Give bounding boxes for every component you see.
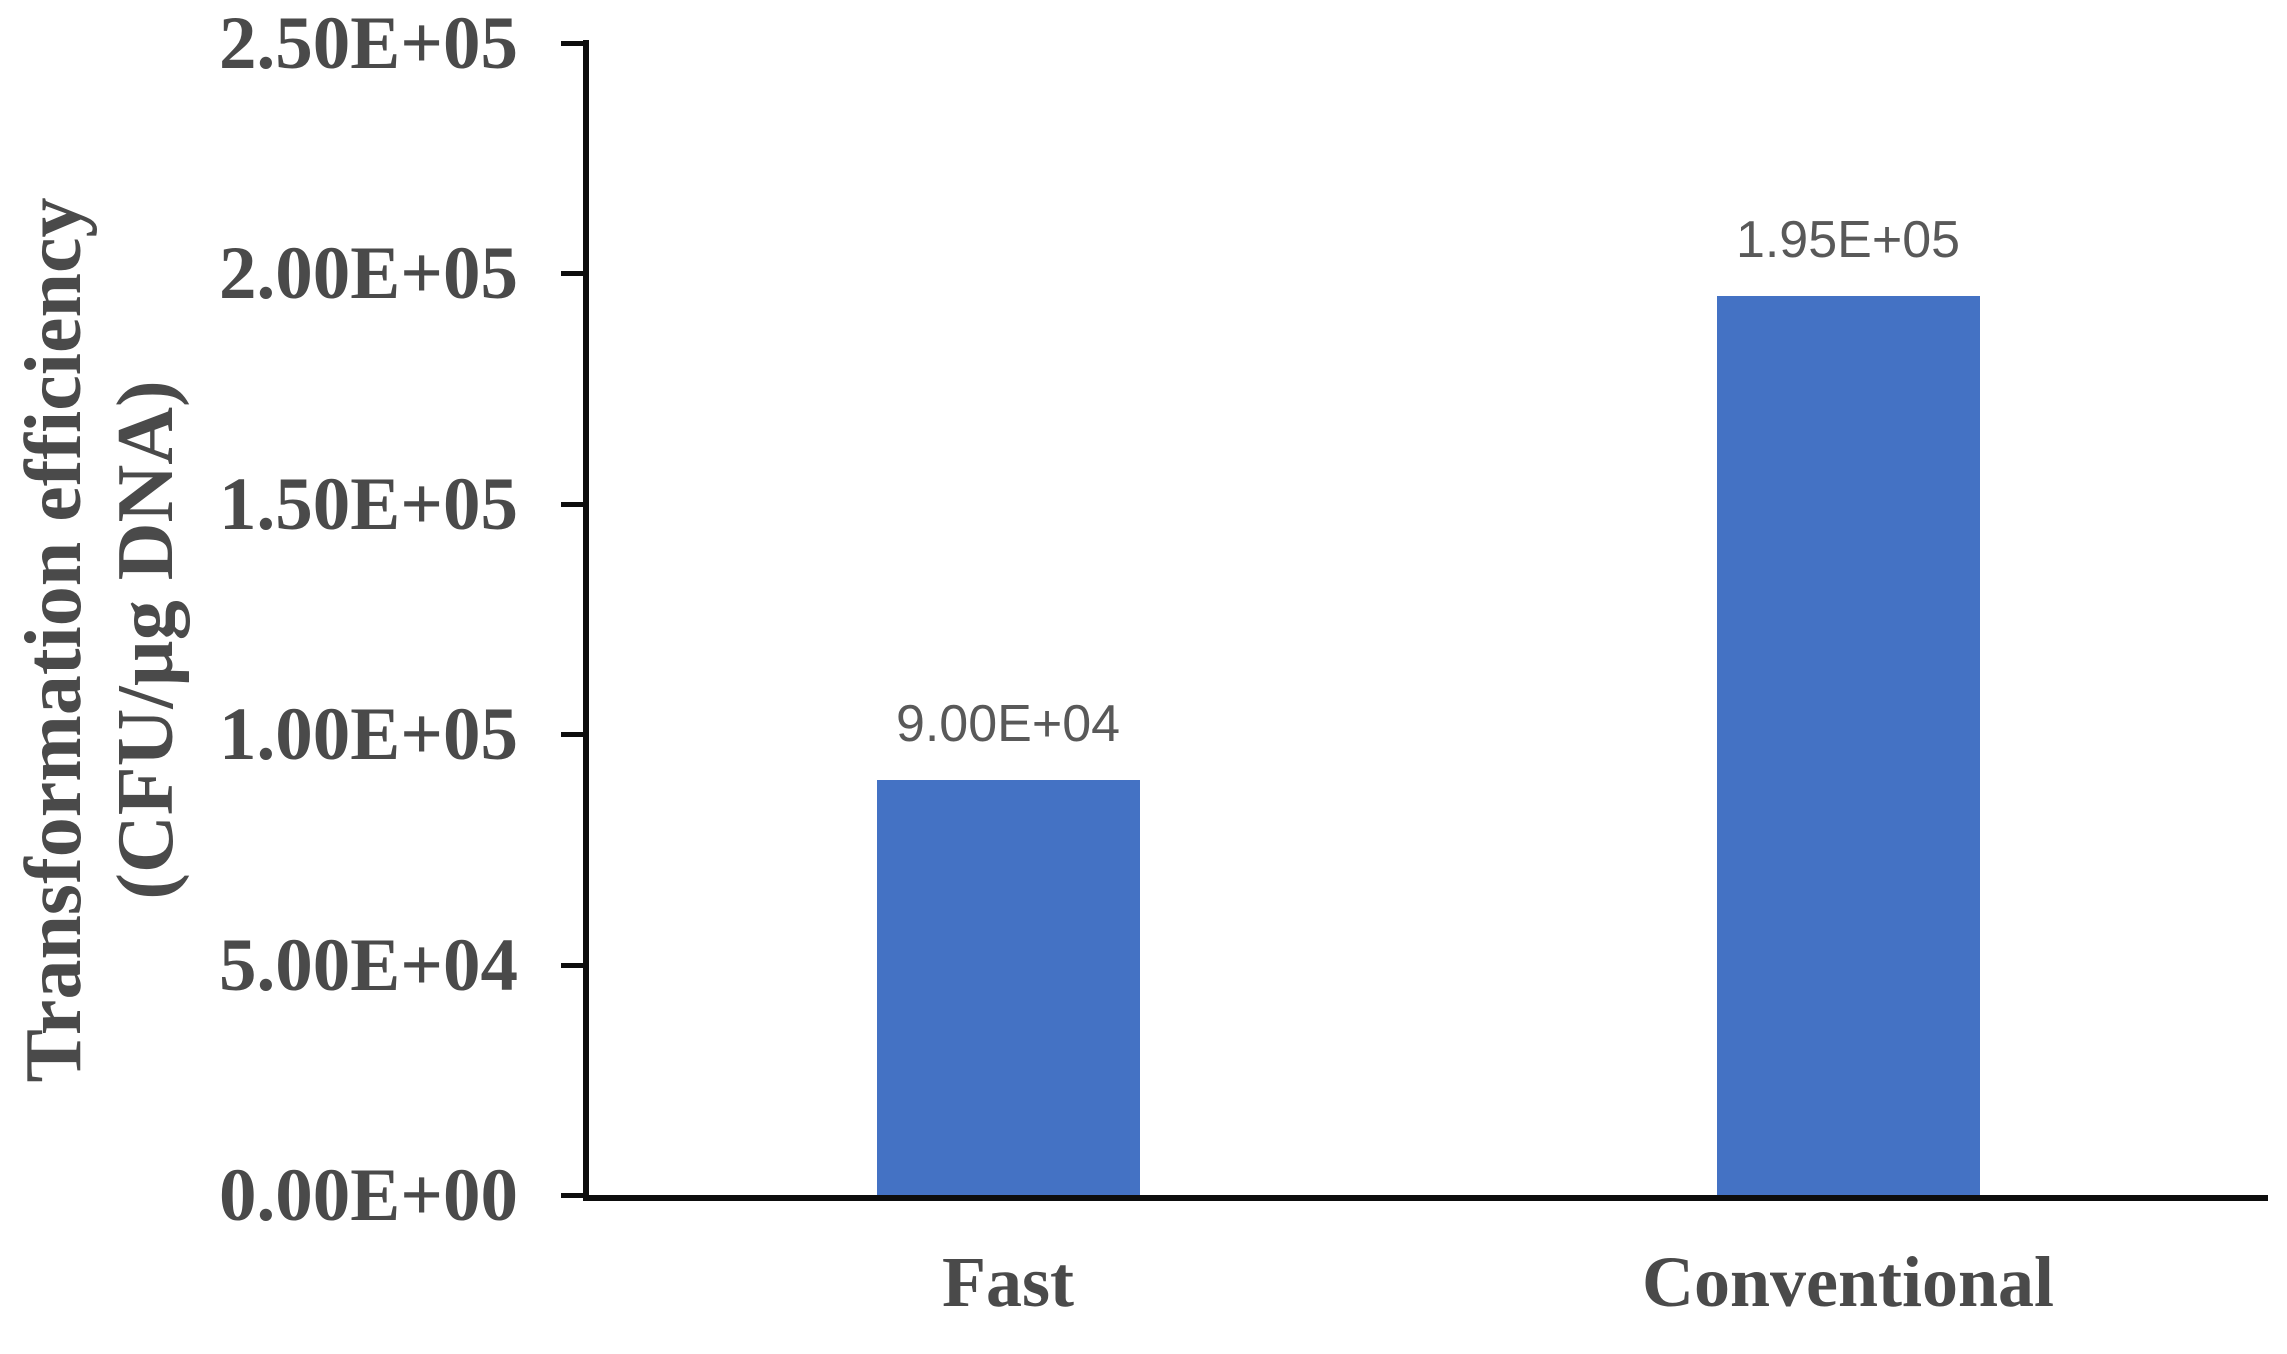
y-tick-mark xyxy=(561,732,588,737)
x-axis-line xyxy=(583,1195,2268,1201)
bar-value-label: 1.95E+05 xyxy=(1735,211,1961,269)
y-tick-label: 0.00E+00 xyxy=(218,1154,518,1237)
x-category-label: Fast xyxy=(942,1242,1074,1322)
y-tick-mark xyxy=(561,963,588,968)
y-tick-label: 5.00E+04 xyxy=(218,924,518,1007)
y-axis-title-line1: Transformation efficiency xyxy=(10,197,98,1083)
bar-conventional xyxy=(1717,296,1980,1195)
y-axis-title: Transformation efficiency (CFU/µg DNA) xyxy=(8,64,192,1216)
x-category-label: Conventional xyxy=(1641,1242,2055,1322)
y-axis-title-line2: (CFU/µg DNA) xyxy=(102,380,190,900)
y-tick-label: 2.50E+05 xyxy=(218,2,518,85)
y-tick-mark xyxy=(561,502,588,507)
y-tick-label: 1.00E+05 xyxy=(218,693,518,776)
bar-value-label: 9.00E+04 xyxy=(895,695,1121,753)
y-tick-mark xyxy=(561,271,588,276)
y-tick-mark xyxy=(561,1193,588,1198)
y-tick-label: 1.50E+05 xyxy=(218,463,518,546)
bar-fast xyxy=(877,780,1140,1195)
y-tick-mark xyxy=(561,41,588,46)
y-tick-label: 2.00E+05 xyxy=(218,232,518,315)
y-axis-line xyxy=(583,40,589,1201)
